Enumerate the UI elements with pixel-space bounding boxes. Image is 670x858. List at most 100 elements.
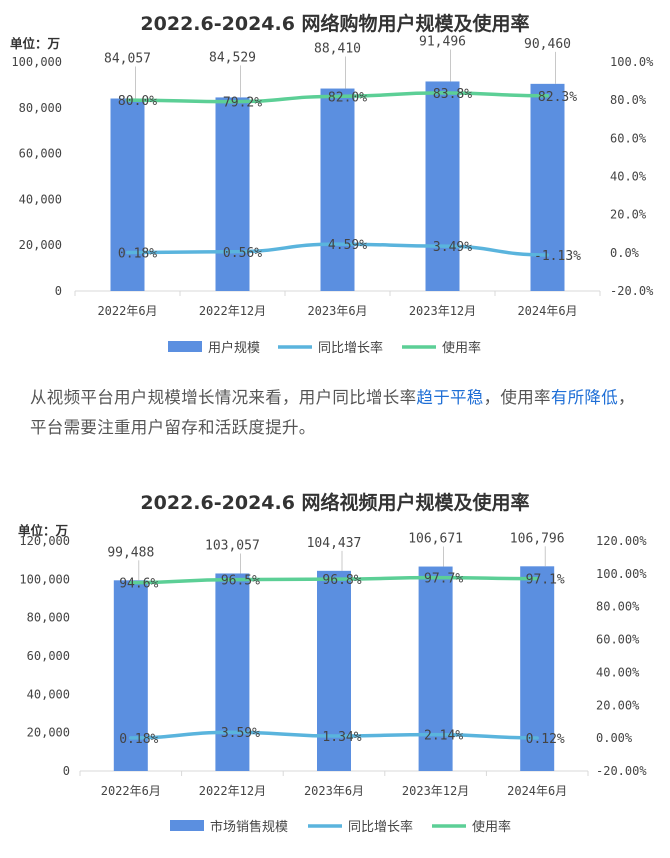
video-y-right-tick: -20.00% — [596, 764, 647, 778]
video-bar — [418, 566, 453, 771]
shopping-unit-label: 单位：万 — [10, 36, 60, 51]
video-legend-label: 同比增长率 — [348, 819, 413, 835]
video-line-label-usage: 96.8% — [322, 573, 361, 588]
video-unit-label: 单位：万 — [18, 523, 68, 538]
shopping-legend-label: 用户规模 — [208, 340, 260, 356]
video-legend-label: 使用率 — [472, 819, 511, 835]
video-point-growth — [535, 736, 539, 740]
video-y-left-tick: 20,000 — [27, 726, 70, 740]
video-point-growth — [129, 736, 133, 740]
shopping-y-left-tick: 100,000 — [11, 55, 62, 69]
video-bar — [215, 573, 250, 771]
shopping-y-left-tick: 0 — [55, 284, 62, 298]
video-x-tick-label: 2022年12月 — [199, 784, 266, 798]
video-line-label-usage: 94.6% — [119, 577, 158, 592]
shopping-y-left-tick: 20,000 — [19, 238, 62, 252]
video-point-usage — [535, 577, 539, 581]
video-y-right-tick: 0.00% — [596, 731, 633, 745]
shopping-y-right-tick: 60.0% — [610, 131, 647, 145]
shopping-line-label-usage: 82.0% — [328, 90, 367, 105]
video-x-tick-label: 2024年6月 — [507, 784, 567, 798]
video-y-right-tick: 100.00% — [596, 567, 647, 581]
video-legend-swatch-bar — [170, 820, 204, 831]
shopping-y-right-tick: -20.0% — [610, 284, 654, 298]
video-line-label-growth: 0.18% — [119, 732, 158, 747]
shopping-bar — [320, 88, 355, 291]
shopping-bar — [215, 97, 250, 291]
video-line-label-growth: 1.34% — [322, 730, 361, 745]
video-y-left-tick: 80,000 — [27, 611, 70, 625]
video-bar-value-label: 99,488 — [107, 545, 154, 560]
shopping-line-label-growth: 0.18% — [118, 246, 157, 261]
video-line-label-usage: 97.1% — [526, 573, 565, 588]
video-legend-label: 市场销售规模 — [210, 819, 288, 835]
video-bar-value-label: 106,796 — [510, 531, 565, 546]
shopping-line-label-usage: 83.8% — [433, 87, 472, 102]
shopping-point-usage — [126, 98, 129, 102]
shopping-title: 2022.6-2024.6 网络购物用户规模及使用率 — [140, 12, 529, 35]
shopping-bar-value-label: 90,460 — [524, 37, 571, 52]
video-bar-value-label: 103,057 — [205, 538, 260, 553]
shopping-point-usage — [336, 94, 339, 98]
shopping-line-label-usage: 82.3% — [538, 90, 577, 105]
shopping-point-usage — [441, 91, 444, 95]
shopping-legend-label: 同比增长率 — [318, 340, 383, 356]
shopping-line-label-growth: 0.56% — [223, 246, 262, 261]
shopping-bar — [110, 98, 145, 292]
paragraph-highlight-2: 有所降低 — [550, 388, 619, 407]
video-y-left-tick: 60,000 — [27, 649, 70, 663]
video-y-right-tick: 40.00% — [596, 665, 640, 679]
shopping-point-growth — [336, 242, 339, 246]
shopping-y-right-tick: 20.0% — [610, 208, 647, 222]
shopping-y-right-tick: 0.0% — [610, 246, 640, 260]
video-x-tick-label: 2023年12月 — [402, 784, 469, 798]
video-y-left-tick: 120,000 — [19, 534, 70, 548]
video-line-label-growth: 2.14% — [424, 729, 463, 744]
shopping-x-tick-label: 2022年12月 — [199, 304, 266, 318]
shopping-x-tick-label: 2023年6月 — [307, 304, 367, 318]
video-x-tick-label: 2022年6月 — [101, 784, 161, 798]
video-point-growth — [332, 734, 336, 738]
shopping-bar-value-label: 84,529 — [209, 50, 256, 65]
shopping-x-tick-label: 2022年6月 — [97, 304, 157, 318]
shopping-line-label-usage: 80.0% — [118, 94, 157, 109]
video-line-label-growth: 0.12% — [526, 732, 565, 747]
shopping-y-left-tick: 40,000 — [19, 192, 62, 206]
shopping-legend-label: 使用率 — [442, 340, 481, 356]
shopping-y-left-tick: 80,000 — [19, 101, 62, 115]
shopping-point-growth — [546, 253, 549, 257]
shopping-point-growth — [441, 244, 444, 248]
video-y-right-tick: 80.00% — [596, 600, 640, 614]
chart-online-video: 2022.6-2024.6 网络视频用户规模及使用率 单位：万 0 20,000 40,… — [0, 478, 670, 854]
shopping-y-right-tick: 100.0% — [610, 55, 654, 69]
shopping-line-label-growth: 4.59% — [328, 238, 367, 253]
video-y-right-tick: 20.00% — [596, 698, 640, 712]
shopping-bar-value-label: 84,057 — [104, 52, 151, 67]
paragraph-highlight-1: 趋于平稳 — [416, 388, 484, 407]
video-y-left-tick: 100,000 — [19, 572, 70, 586]
video-bar-value-label: 106,671 — [408, 532, 463, 547]
video-point-usage — [230, 578, 234, 582]
shopping-y-right-tick: 40.0% — [610, 170, 647, 184]
shopping-point-growth — [231, 250, 234, 254]
shopping-point-growth — [126, 250, 129, 254]
paragraph-text-2: ，使用率 — [483, 388, 551, 407]
shopping-point-usage — [546, 94, 549, 98]
video-bar-value-label: 104,437 — [307, 536, 362, 551]
shopping-bar-value-label: 91,496 — [419, 34, 466, 49]
shopping-y-right-tick: 80.0% — [610, 93, 647, 107]
video-point-usage — [332, 577, 336, 581]
shopping-y-left-tick: 60,000 — [19, 147, 62, 161]
shopping-x-tick-label: 2023年12月 — [409, 304, 476, 318]
shopping-line-label-usage: 79.2% — [223, 96, 262, 111]
video-y-left-tick: 0 — [63, 764, 70, 778]
video-x-tick-label: 2023年6月 — [304, 784, 364, 798]
video-line-label-usage: 97.7% — [424, 572, 463, 587]
video-y-right-tick: 60.00% — [596, 633, 640, 647]
shopping-x-tick-label: 2024年6月 — [517, 304, 577, 318]
video-point-growth — [230, 730, 234, 734]
paragraph-text-1: 从视频平台用户规模增长情况来看，用户同比增长率 — [30, 388, 417, 407]
paragraph-text-3: ，平台需要注重用户留存和活跃度提升。 — [30, 388, 635, 437]
